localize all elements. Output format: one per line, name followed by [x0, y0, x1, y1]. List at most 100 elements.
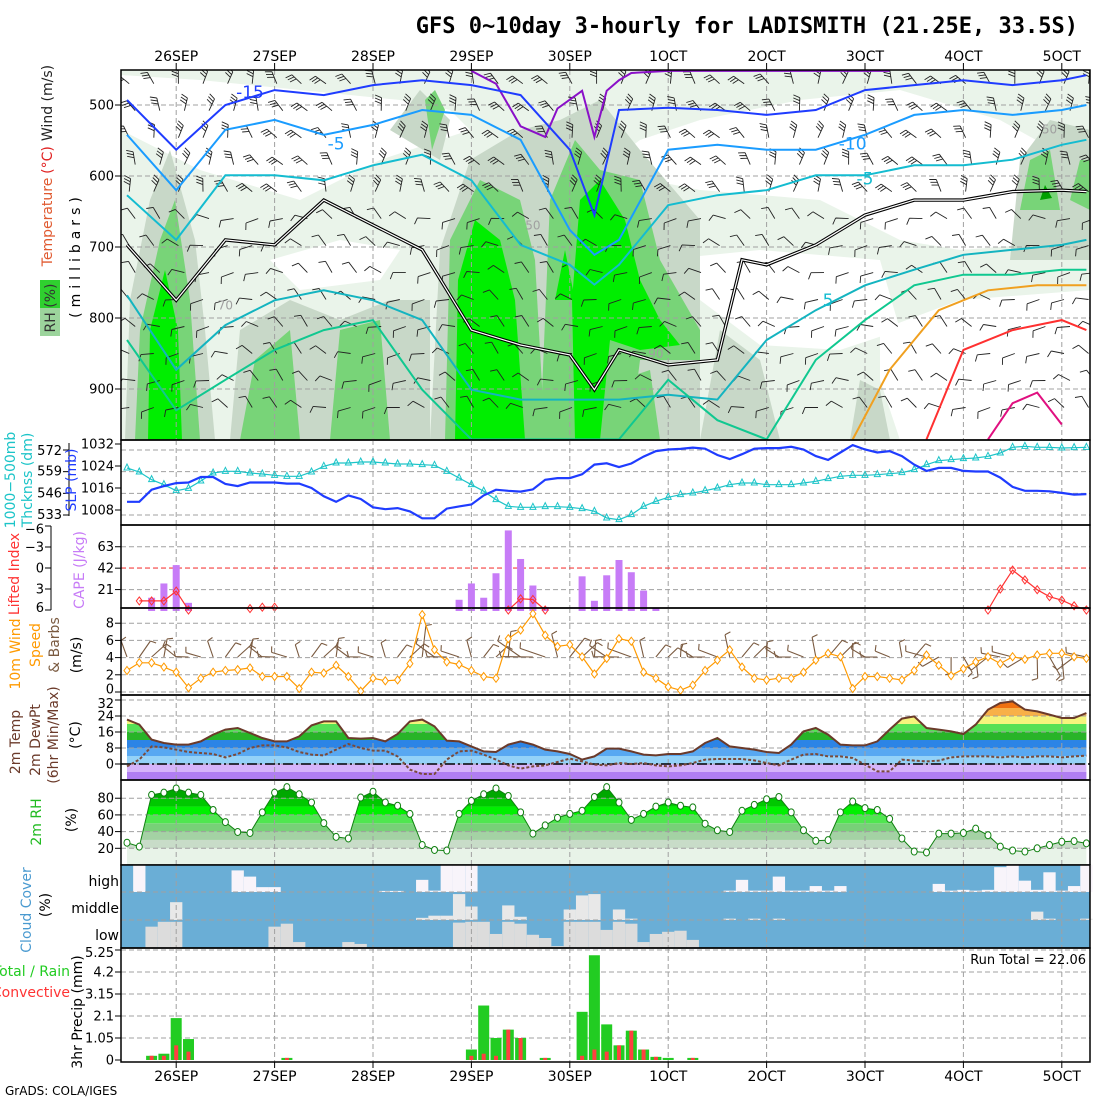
tick-label: 0	[106, 1054, 114, 1069]
wind-barb	[957, 207, 972, 219]
wind-speed-marker	[480, 671, 488, 682]
wind-barb	[466, 218, 480, 230]
surface-wind-barb	[840, 641, 861, 658]
wind-barb	[734, 209, 751, 219]
wind-barb	[608, 299, 622, 311]
cloud-low-bar	[563, 921, 576, 948]
thickness-marker	[713, 482, 722, 491]
wind-barb	[238, 395, 253, 408]
wind-barb	[851, 299, 868, 308]
rh-marker	[996, 842, 1004, 851]
wind-barb	[1072, 344, 1089, 354]
date-label-top: 2OCT	[747, 49, 786, 65]
wind-barb	[146, 206, 161, 219]
contour-label: 50	[1042, 122, 1057, 136]
wind-barb	[186, 403, 204, 411]
wind-barb	[121, 407, 130, 410]
cloud-low-bar	[354, 943, 367, 948]
wind-barb	[441, 152, 456, 165]
wind-barb	[950, 288, 966, 300]
date-label-bottom: 30SEP	[548, 1069, 592, 1085]
upper-temp-unit-label: (°C)	[40, 146, 56, 174]
rh-marker	[246, 828, 254, 837]
rh-marker	[701, 819, 709, 828]
wind-barb	[121, 100, 136, 111]
wind-barb	[610, 214, 628, 221]
tick-label: 1016	[81, 482, 114, 497]
wind-barb	[225, 70, 234, 84]
wind-barb	[533, 233, 548, 246]
surface-wind-barb	[138, 640, 157, 658]
wind-speed-marker	[1082, 653, 1091, 664]
tick-label: 3	[36, 583, 44, 598]
wind-barb	[755, 233, 770, 246]
cloud-middle-bar	[452, 894, 466, 920]
cloud-high-bar	[981, 889, 995, 892]
rh-marker	[443, 846, 451, 855]
wind-barb	[611, 380, 628, 388]
wind-barb	[506, 75, 524, 85]
wind-barb	[632, 245, 646, 257]
wind-barb	[924, 75, 942, 85]
panels	[120, 69, 1093, 1063]
wind-barb	[684, 156, 702, 165]
thickness-marker	[725, 479, 734, 488]
wind-speed-marker	[529, 608, 537, 619]
wind-barb	[316, 209, 333, 219]
wind-barb	[1036, 70, 1045, 84]
cloud-middle-label: middle	[71, 901, 119, 917]
wind-barb	[291, 262, 308, 273]
wind-barb	[564, 380, 579, 391]
wind-barb	[841, 148, 850, 165]
wind-barb	[634, 374, 653, 381]
wind-barb	[930, 372, 948, 381]
wind-barb	[395, 174, 403, 192]
surface-wind-barb	[335, 641, 349, 658]
cloud-high-bar	[440, 865, 453, 892]
surface-wind-barb	[335, 636, 345, 658]
precip-total-bar	[183, 1039, 194, 1060]
surface-wind-barb	[685, 650, 706, 658]
wind-barb	[359, 236, 376, 246]
wind-barb	[427, 93, 436, 111]
wind-barb	[436, 245, 450, 258]
wind-barb	[580, 299, 597, 307]
precip-conv-bar	[518, 1038, 523, 1060]
contour-label: 70	[218, 298, 233, 312]
surface-wind-barb	[787, 644, 804, 658]
rh-marker	[1070, 837, 1078, 846]
cloud-unit-label: (%)	[38, 893, 54, 917]
rh-marker	[935, 829, 943, 838]
cape-bar	[455, 599, 463, 611]
wind-speed-marker	[443, 657, 451, 667]
surface-wind-barb	[765, 642, 780, 658]
rh-marker	[283, 783, 291, 792]
wind-barb	[950, 407, 966, 417]
surface-wind-barb	[679, 642, 688, 658]
wind-barb	[285, 74, 302, 85]
thickness-marker	[209, 467, 217, 476]
wind-barb	[791, 174, 800, 192]
precip-total-bar	[465, 1049, 477, 1060]
wind-barb	[598, 93, 607, 111]
thickness-marker	[578, 503, 586, 512]
date-label-top: 1OCT	[649, 49, 688, 65]
cloud-low-bar	[342, 942, 355, 948]
tick-label: 60	[97, 808, 114, 823]
precip-total-bar	[478, 1005, 490, 1060]
wind-speed-marker	[689, 680, 697, 690]
rh-marker	[172, 784, 180, 793]
thickness-marker	[504, 501, 513, 509]
surface-wind-barb	[237, 644, 257, 658]
rh-marker	[344, 834, 352, 843]
rh-marker	[836, 808, 844, 817]
cloud-middle-bar	[440, 915, 453, 920]
wind-speed-marker	[996, 658, 1004, 669]
thickness-marker	[135, 466, 144, 475]
rh-marker	[467, 796, 475, 805]
wind-barb	[121, 318, 136, 327]
wind-barb	[164, 407, 179, 417]
surface-wind-barb	[249, 641, 263, 658]
surface-wind-barb	[425, 650, 447, 658]
tick-label: 800	[89, 312, 114, 327]
